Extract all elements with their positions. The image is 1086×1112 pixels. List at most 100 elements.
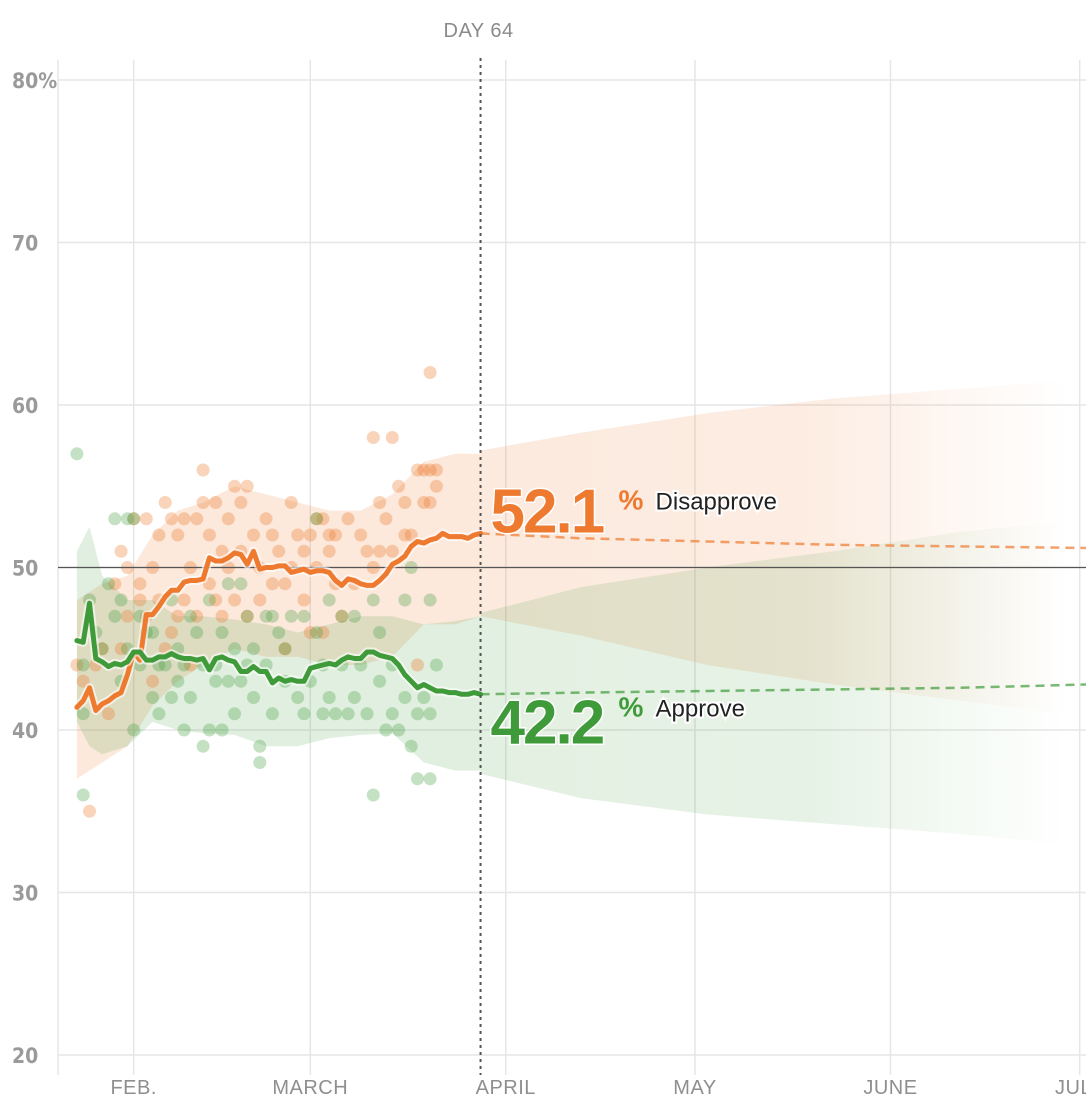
approve-poll-dot <box>278 642 292 656</box>
approve-poll-dot <box>228 642 242 656</box>
approve-poll-dot <box>183 691 197 704</box>
approve-poll-dot <box>183 609 197 623</box>
approve-poll-dot <box>297 707 311 721</box>
approve-poll-dot <box>234 577 248 591</box>
disapprove-poll-dot <box>417 463 431 477</box>
approve-poll-dot <box>209 674 223 688</box>
y-tick-label: 30 <box>12 882 38 906</box>
approve-poll-dot <box>114 593 128 607</box>
approve-poll-dot <box>259 609 273 623</box>
approve-trend-line <box>74 600 484 697</box>
disapprove-poll-dot <box>411 463 424 477</box>
disapprove-poll-dot <box>379 512 393 526</box>
approve-poll-dot <box>146 691 160 704</box>
approve-poll-dot <box>253 756 267 769</box>
approve-poll-dot <box>284 609 298 623</box>
disapprove-poll-dot <box>190 609 204 623</box>
disapprove-poll-dot <box>297 593 311 607</box>
approve-poll-dot <box>247 691 260 704</box>
disapprove-poll-dot <box>322 544 336 558</box>
disapprove-poll-dot <box>278 577 292 591</box>
approve-poll-dot <box>202 593 216 607</box>
disapprove-poll-dot <box>392 479 406 493</box>
disapprove-poll-dot <box>423 463 437 477</box>
disapprove-poll-dot <box>259 512 273 526</box>
disapprove-poll-dot <box>247 528 260 542</box>
approve-poll-dot <box>196 739 210 753</box>
y-tick-label: 40 <box>12 719 38 743</box>
approve-poll-dot <box>398 691 412 704</box>
disapprove-poll-dot <box>417 496 431 509</box>
approve-poll-dot <box>322 593 336 607</box>
approve-poll-dot <box>335 609 349 623</box>
approve-poll-dot <box>329 707 342 721</box>
approve-poll-dot <box>177 723 191 737</box>
disapprove-poll-dot <box>385 431 399 444</box>
approve-poll-dot <box>411 772 424 786</box>
approve-poll-dot <box>158 658 172 672</box>
disapprove-poll-dot <box>265 577 279 591</box>
disapprove-poll-dot <box>278 642 292 656</box>
disapprove-poll-dot <box>316 626 330 639</box>
disapprove-poll-dot <box>411 658 424 672</box>
disapprove-poll-dot <box>196 463 210 477</box>
disapprove-poll-dot <box>240 609 254 623</box>
approve-poll-dot <box>190 626 204 639</box>
disapprove-poll-dot <box>108 577 122 591</box>
disapprove-poll-dot <box>209 496 223 509</box>
approve-poll-dot <box>202 723 216 737</box>
approve-poll-dot <box>247 642 260 656</box>
disapprove-poll-dot <box>171 528 185 542</box>
disapprove-poll-dot <box>240 479 254 493</box>
approve-poll-dot <box>265 707 279 721</box>
disapprove-poll-dot <box>190 512 204 526</box>
approve-poll-dot <box>76 788 90 802</box>
approve-poll-dot <box>429 658 443 672</box>
disapprove-poll-dot <box>177 593 191 607</box>
disapprove-trend-line <box>74 530 484 713</box>
disapprove-poll-dot <box>228 479 242 493</box>
approve-poll-dot <box>215 723 229 737</box>
disapprove-poll-dot <box>152 528 166 542</box>
approve-poll-dot <box>146 626 160 639</box>
x-tick-label: MARCH <box>272 1077 348 1099</box>
disapprove-label: Disapprove <box>656 488 777 515</box>
approve-poll-dot <box>310 512 324 526</box>
approve-poll-dot <box>102 577 115 591</box>
disapprove-poll-dot <box>171 609 185 623</box>
disapprove-poll-dot <box>215 609 229 623</box>
approve-poll-dot <box>127 512 141 526</box>
y-tick-label: 80% <box>12 69 57 93</box>
approve-poll-dot <box>360 707 374 721</box>
disapprove-poll-dot <box>329 528 342 542</box>
approve-poll-dot <box>385 707 399 721</box>
x-tick-label: JUNE <box>863 1077 917 1099</box>
poll-dots <box>70 366 443 818</box>
approve-poll-dot <box>347 609 361 623</box>
approve-poll-dot <box>127 723 141 737</box>
approve-poll-dot <box>240 609 254 623</box>
disapprove-poll-dot <box>429 463 443 477</box>
approve-poll-dot <box>221 674 235 688</box>
approve-poll-dot <box>366 788 380 802</box>
approve-poll-dot <box>120 512 134 526</box>
disapprove-poll-dot <box>385 544 399 558</box>
trend-lines <box>73 528 1086 715</box>
current-day-label: DAY 64 <box>444 20 514 42</box>
x-tick-label: FEB. <box>110 1077 156 1099</box>
disapprove-poll-dot <box>139 512 153 526</box>
disapprove-poll-dot <box>127 512 141 526</box>
approve-poll-dot <box>291 691 305 704</box>
approve-poll-dot <box>76 707 90 721</box>
approve-poll-dot <box>373 674 387 688</box>
disapprove-poll-dot <box>316 512 330 526</box>
approve-poll-dot <box>404 739 418 753</box>
disapprove-poll-dot <box>335 609 349 623</box>
disapprove-poll-dot <box>114 544 128 558</box>
approve-poll-dot <box>76 658 90 672</box>
approve-poll-dot <box>316 707 330 721</box>
disapprove-poll-dot <box>265 528 279 542</box>
approve-poll-dot <box>366 593 380 607</box>
uncertainty-bands <box>76 380 1068 844</box>
approve-poll-dot <box>221 577 235 591</box>
